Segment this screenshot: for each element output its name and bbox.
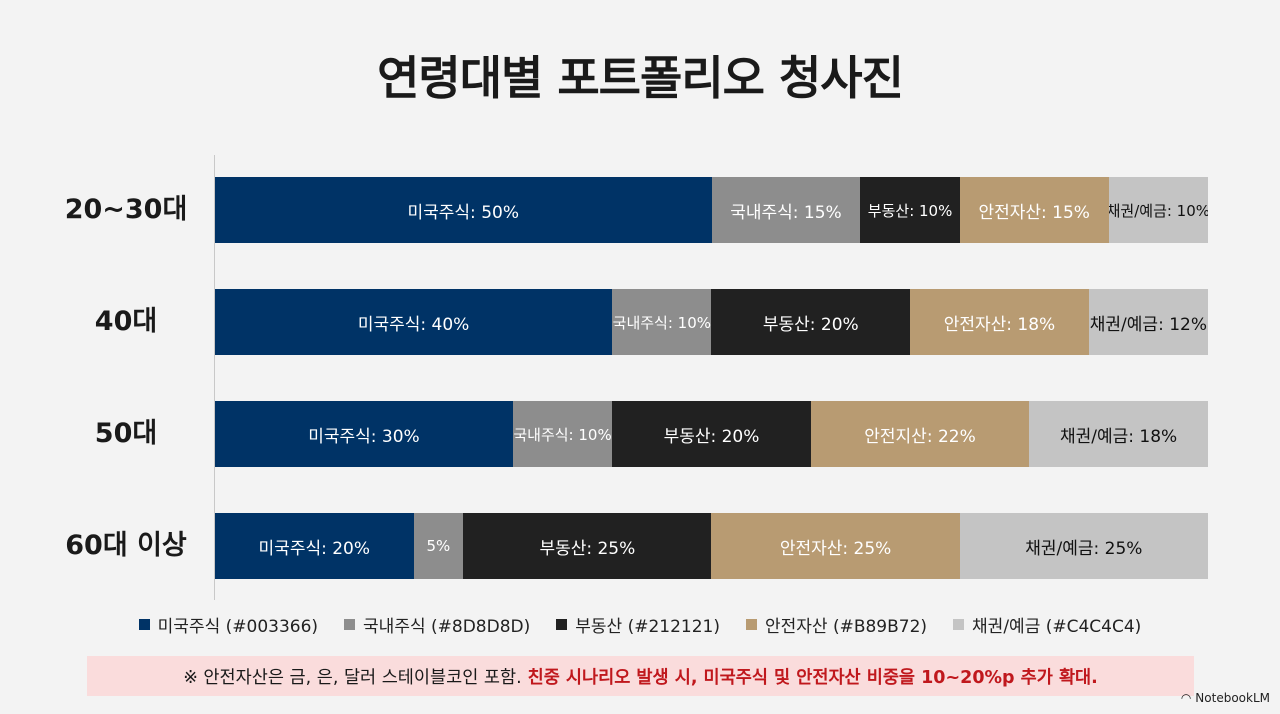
legend-label: 국내주식 (#8D8D8D) <box>363 617 531 637</box>
bar-segment: 채권/예금: 25% <box>959 513 1208 579</box>
bar-segment: 부동산: 25% <box>463 513 712 579</box>
chart-title: 연령대별 포트폴리오 청사진 <box>377 51 904 105</box>
stacked-bar: 미국주식: 30% 국내주식: 10% 부동산: 20% 안전지산: 22% 채권/예금… <box>215 401 1208 467</box>
data-label: 안전지산: 22% <box>864 426 976 447</box>
bar-segment: 채권/예금: 12% <box>1088 289 1208 355</box>
bar-segment: 미국주식: 20% <box>215 513 414 579</box>
legend-label: 채권/예금 (#C4C4C4) <box>972 617 1142 637</box>
stacked-bar: 미국주식: 20% 5% 부동산: 25% 안전자산: 25% 채권/예금: 25% <box>215 513 1208 579</box>
data-label: 채권/예금: 18% <box>1059 426 1178 447</box>
bar-segment: 부동산: 10% <box>860 177 960 243</box>
data-label: 채권/예금: 10% <box>1108 201 1208 220</box>
data-label: 국내주식: 10% <box>612 313 712 332</box>
bar-segment: 5% <box>413 513 464 579</box>
data-label: 채권/예금: 12% <box>1089 314 1207 335</box>
data-label: 부동산: 10% <box>867 201 953 220</box>
bar-segment: 안전자산: 18% <box>910 289 1089 355</box>
bar-segment: 국내주식: 15% <box>711 177 861 243</box>
bar-segment: 국내주식: 10% <box>512 401 613 467</box>
notebooklm-logo-icon: ◠ <box>1180 691 1192 705</box>
stacked-bar: 미국주식: 50% 국내주식: 15% 부동산: 10% 안전자산: 15% 채권/예금… <box>215 177 1208 243</box>
row-label: 60대 이상 <box>65 530 187 561</box>
legend-swatch <box>745 619 757 630</box>
data-label: 부동산: 20% <box>663 426 760 447</box>
legend-item: 국내주식 (#8D8D8D) <box>344 612 530 637</box>
chart-legend: 미국주식 (#003366) 국내주식 (#8D8D8D) 부동산 (#212121… <box>0 612 1280 637</box>
bar-segment: 부동산: 20% <box>711 289 911 355</box>
data-label: 국내주식: 10% <box>513 425 612 444</box>
bar-segment: 안전자산: 25% <box>711 513 960 579</box>
legend-item: 미국주식 (#003366) <box>138 612 319 637</box>
row-label: 40대 <box>94 306 158 337</box>
data-label: 미국주식: 30% <box>308 426 420 447</box>
brand-watermark: ◠ NotebookLM <box>1181 691 1270 705</box>
legend-label: 안전자산 (#B89B72) <box>764 617 928 637</box>
data-label: 채권/예금: 25% <box>1025 538 1143 559</box>
legend-swatch <box>953 619 965 630</box>
legend-item: 부동산 (#212121) <box>556 612 720 637</box>
bar-segment: 국내주식: 10% <box>612 289 712 355</box>
row-label: 50대 <box>94 418 158 449</box>
stacked-bar: 미국주식: 40% 국내주식: 10% 부동산: 20% 안전자산: 18% 채권/예금… <box>215 289 1208 355</box>
bar-segment: 미국주식: 40% <box>215 289 613 355</box>
category-axis-line <box>214 155 215 600</box>
data-label: 안전자산: 15% <box>978 202 1090 223</box>
bar-segment: 미국주식: 50% <box>215 177 712 243</box>
row-label: 20~30대 <box>64 194 188 225</box>
data-label: 5% <box>426 537 451 555</box>
data-label: 부동산: 25% <box>539 538 636 559</box>
bar-segment: 채권/예금: 10% <box>1108 177 1208 243</box>
bar-segment: 안전자산: 15% <box>959 177 1109 243</box>
data-label: 부동산: 20% <box>762 314 859 335</box>
footnote-emphasis: 친중 시나리오 발생 시, 미국주식 및 안전자산 비중을 10~20%p 추가… <box>527 667 1098 688</box>
legend-label: 미국주식 (#003366) <box>157 617 319 637</box>
footnote-text: ※ 안전자산은 금, 은, 달러 스테이블코인 포함. <box>183 667 522 688</box>
legend-item: 안전자산 (#B89B72) <box>745 612 928 637</box>
legend-label: 부동산 (#212121) <box>575 617 720 637</box>
legend-swatch <box>556 619 568 630</box>
bar-segment: 부동산: 20% <box>612 401 811 467</box>
legend-swatch <box>344 619 356 630</box>
bar-segment: 안전지산: 22% <box>810 401 1030 467</box>
bar-segment: 채권/예금: 18% <box>1029 401 1208 467</box>
footnote-banner: ※ 안전자산은 금, 은, 달러 스테이블코인 포함. 친중 시나리오 발생 시… <box>87 656 1194 696</box>
brand-name: NotebookLM <box>1195 691 1270 705</box>
legend-swatch <box>138 619 150 630</box>
data-label: 미국주식: 20% <box>258 538 371 559</box>
data-label: 안전자산: 25% <box>779 538 892 559</box>
data-label: 안전자산: 18% <box>943 314 1056 335</box>
bar-segment: 미국주식: 30% <box>215 401 513 467</box>
data-label: 국내주식: 15% <box>730 202 842 223</box>
legend-item: 채권/예금 (#C4C4C4) <box>953 612 1141 637</box>
data-label: 미국주식: 40% <box>357 314 470 335</box>
data-label: 미국주식: 50% <box>407 202 519 223</box>
